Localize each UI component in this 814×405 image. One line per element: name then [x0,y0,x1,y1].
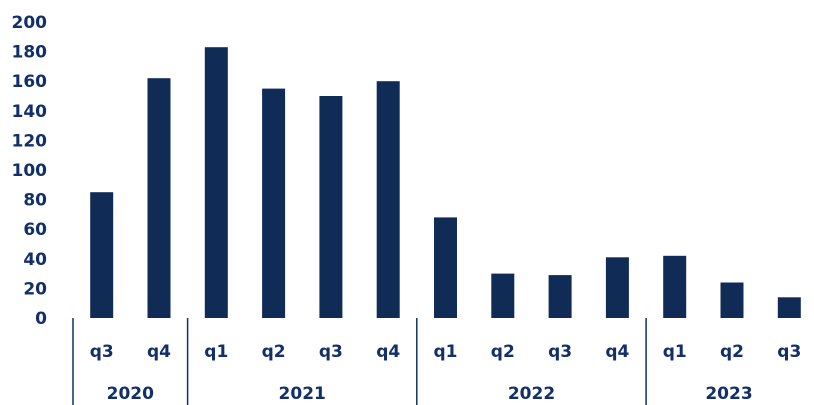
x-year-label: 2023 [705,384,752,404]
y-tick-label: 20 [23,279,47,299]
bar [549,275,572,318]
y-tick-label: 80 [23,191,47,211]
y-tick-label: 120 [12,131,48,151]
x-category-label: q4 [376,342,400,362]
bar [778,297,801,318]
bar [606,257,629,318]
bar [721,283,744,319]
y-tick-label: 140 [12,102,48,122]
bar [319,96,342,318]
bar [491,274,514,318]
x-category-label: q4 [147,342,171,362]
bar [377,81,400,318]
y-tick-label: 0 [35,309,47,329]
y-tick-label: 180 [12,43,48,63]
x-category-label: q3 [90,342,114,362]
y-tick-label: 200 [12,13,48,33]
bar [148,78,171,318]
bar [205,47,228,318]
x-category-label: q2 [262,342,286,362]
x-category-label: q1 [204,342,228,362]
x-category-label: q3 [319,342,343,362]
y-tick-label: 40 [23,250,47,270]
x-year-label: 2022 [508,384,555,404]
x-category-label: q3 [777,342,801,362]
x-category-label: q1 [663,342,687,362]
bar [434,217,457,318]
x-category-label: q3 [548,342,572,362]
bar [663,256,686,318]
x-axis: q3 q4 q1 q2 q3 q4 q1 q2 q3 q4 q1 q2 q3 2020 2021 2022 20… [73,318,801,405]
bar [262,89,285,318]
x-category-label: q4 [605,342,629,362]
y-axis-ticks: 0 20 40 60 80 100 120 140 160 180 200 [12,13,48,329]
x-category-label: q2 [491,342,515,362]
x-category-label: q1 [434,342,458,362]
bars [90,47,801,318]
y-tick-label: 60 [23,220,47,240]
x-year-label: 2020 [107,384,154,404]
x-category-label: q2 [720,342,744,362]
x-year-label: 2021 [279,384,326,404]
y-tick-label: 160 [12,72,48,92]
bar [90,192,113,318]
y-tick-label: 100 [12,161,48,181]
